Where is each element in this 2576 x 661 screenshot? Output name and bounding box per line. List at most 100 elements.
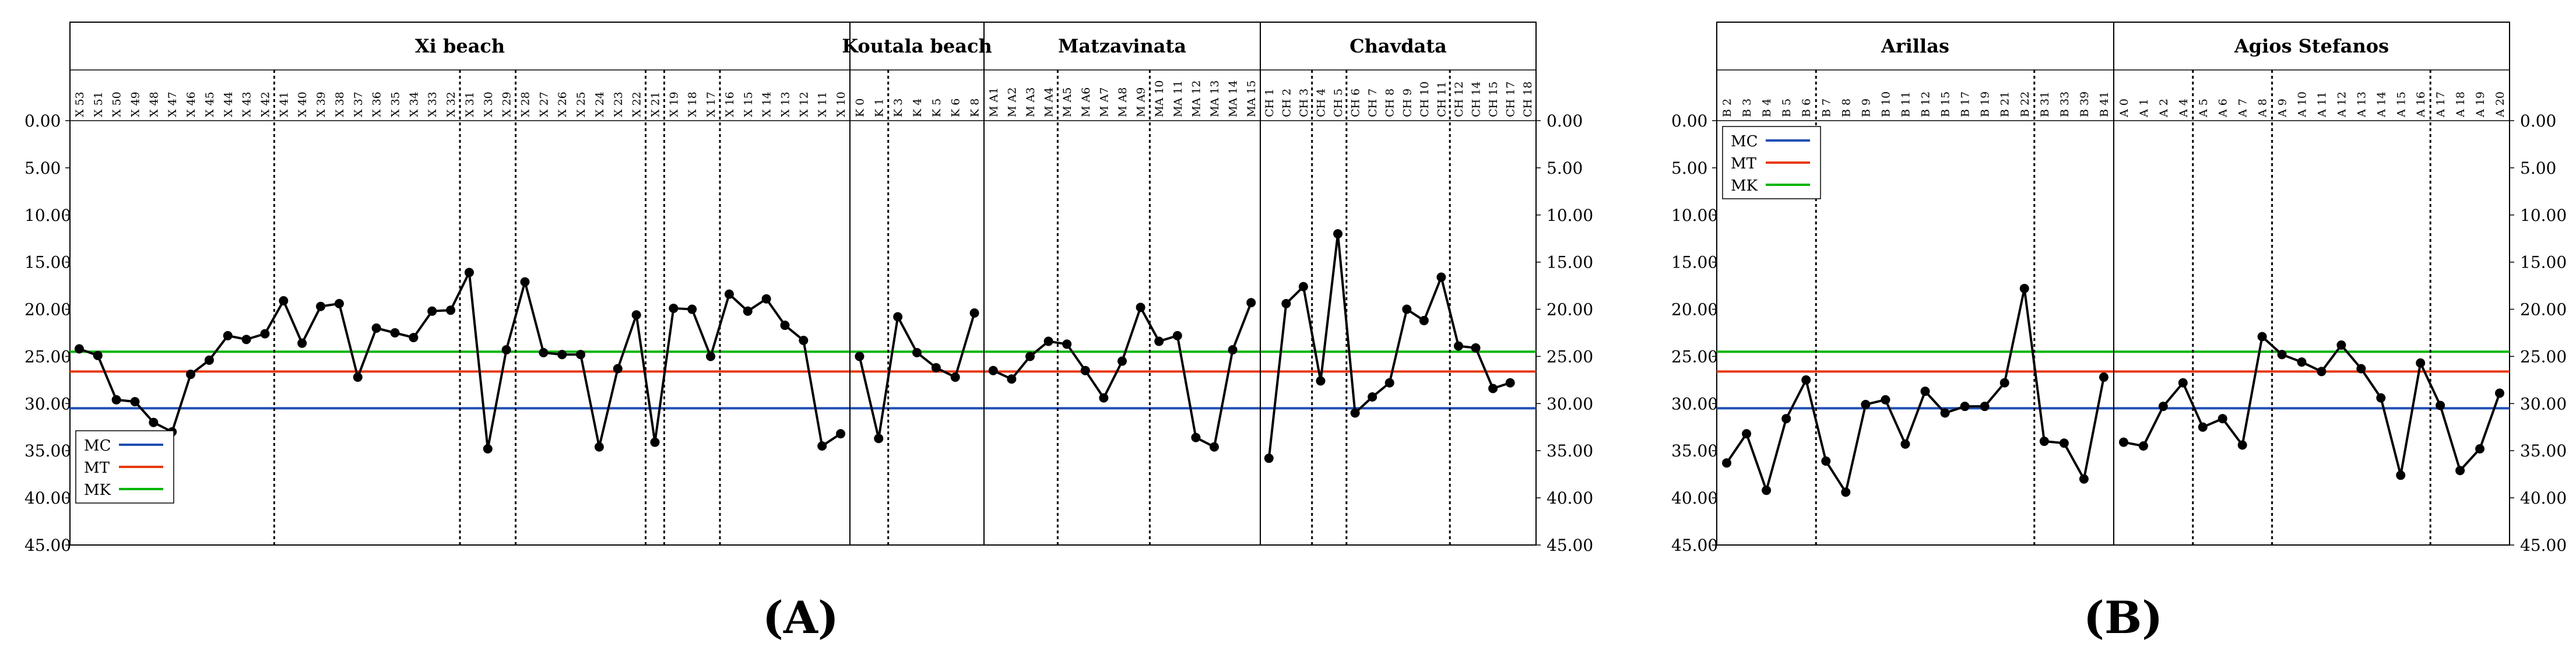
panel-b-ytick-label-left: 25.00: [1671, 347, 1718, 366]
panel-a-ytick-label-right: 40.00: [1547, 488, 1593, 508]
panel-a-group-chavdata-point: [1453, 341, 1463, 351]
panel-a-group-koutala-beach-point: [874, 434, 884, 444]
panel-a-group-matzavinata-point: [1043, 336, 1053, 346]
panel-a-group-xi-beach-category-label: X 16: [723, 92, 736, 117]
panel-b-group-arillas-category-label: B 3: [1741, 99, 1753, 117]
panel-a-group-koutala-beach-point: [912, 347, 922, 357]
panel-a-group-chavdata-point: [1471, 343, 1481, 353]
panel-a-group-xi-beach-category-label: X 24: [593, 92, 606, 117]
panel-b-ytick-label-right: 5.00: [2520, 159, 2556, 178]
panel-b-group-agios-stefanos-point: [2436, 400, 2445, 410]
panel-a-ytick-label-right: 0.00: [1547, 111, 1583, 131]
panel-a-group-koutala-beach-category-label: K 5: [930, 99, 943, 117]
panel-a-group-xi-beach-point: [316, 301, 326, 311]
panel-a-group-chavdata: Chavdata CH 1 CH 2 CH 3 CH 4 CH 5 CH 6 CH 7 CH 8…: [1260, 22, 1534, 545]
panel-b-group-arillas-point: [2019, 283, 2029, 293]
panel-b-group-agios-stefanos-category-label: A 19: [2474, 92, 2487, 118]
panel-a-frame: [69, 22, 1537, 546]
panel-a-group-koutala-beach-category-label: K 6: [950, 99, 962, 117]
panel-a-group-xi-beach-category-label: X 48: [147, 92, 160, 117]
panel-a-group-xi-beach-category-label: X 38: [333, 92, 346, 117]
panel-a-group-xi-beach-category-label: X 25: [575, 92, 588, 117]
panel-b-group-agios-stefanos-point: [2237, 440, 2247, 450]
panel-a-group-xi-beach-point: [836, 429, 846, 439]
panel-b-group-arillas: Arillas B 2 B 3 B 4 B 5 B 6 B 7 B 8 B 9 B 10 B 11 B…: [1721, 35, 2111, 545]
panel-a-group-koutala-beach-category-label: K 8: [969, 99, 982, 117]
panel-a-group-xi-beach-category-label: X 30: [482, 92, 495, 117]
panel-b-group-agios-stefanos-point: [2396, 470, 2406, 480]
panel-a-group-xi-beach-category-label: X 51: [92, 92, 105, 117]
panel-b-chart: 0.00 0.00 5.00 5.00 10.00 10.00 15.00 15.00 20.0…: [1671, 22, 2567, 555]
panel-a-group-xi-beach-category-label: X 21: [649, 92, 662, 117]
panel-a-group-xi-beach-point: [631, 310, 641, 320]
panel-a-ytick-label-right: 30.00: [1547, 394, 1593, 413]
panel-a-group-xi-beach-category-label: X 12: [797, 92, 810, 117]
panel-b-group-arillas-point: [1801, 375, 1811, 385]
panel-b-group-arillas-category-label: B 21: [1999, 92, 2012, 117]
panel-a-group-chavdata-category-label: CH 14: [1470, 82, 1483, 117]
panel-a-group-xi-beach-category-label: X 13: [779, 92, 792, 117]
panel-b-group-agios-stefanos-category-label: A 18: [2454, 92, 2467, 118]
panel-b-group-agios-stefanos-point: [2297, 357, 2307, 367]
panel-a-group-xi-beach-category-label: X 47: [166, 92, 179, 117]
panel-b-ytick-label-left: 35.00: [1671, 441, 1718, 460]
panel-b-group-arillas-category-label: B 11: [1899, 92, 1912, 117]
panel-a-group-xi-beach-point: [353, 372, 363, 382]
panel-b-group-arillas-point: [2099, 372, 2108, 382]
panel-b-group-arillas-point: [1980, 402, 1990, 412]
panel-b-group-agios-stefanos-point: [2376, 393, 2386, 403]
panel-a-group-xi-beach-category-label: X 11: [816, 92, 829, 117]
panel-a-group-xi-beach-point: [409, 333, 419, 343]
panel-b-group-arillas-point: [1861, 399, 1871, 409]
panel-b-group-arillas-point: [1881, 395, 1890, 405]
panel-a-group-matzavinata-point: [1025, 351, 1035, 361]
panel-b-group-agios-stefanos-point: [2217, 414, 2227, 424]
panel-a-group-xi-beach-point: [111, 395, 121, 405]
panel-a-group-xi-beach-category-label: X 23: [612, 92, 625, 117]
panel-a-group-xi-beach-point: [371, 323, 381, 333]
panel-b-group-agios-stefanos-category-label: A 14: [2375, 92, 2388, 118]
panel-a-group-koutala-beach-title: Koutala beach: [842, 35, 992, 57]
panel-b-group-agios-stefanos-category-label: A 1: [2138, 99, 2150, 118]
panel-a-group-koutala-beach-category-label: K 4: [911, 99, 924, 117]
panel-a-group-matzavinata-category-label: MA 10: [1153, 80, 1166, 117]
panel-b-group-agios-stefanos-category-label: A 2: [2157, 99, 2170, 118]
panel-b-ytick-label-left: 45.00: [1671, 536, 1718, 555]
panel-a-group-matzavinata-category-label: M A8: [1116, 87, 1129, 117]
panel-b-group-arillas-point: [2039, 437, 2049, 446]
panel-b-group-agios-stefanos-category-label: A 13: [2355, 92, 2368, 118]
panel-a-group-chavdata-point: [1505, 378, 1515, 388]
panel-a-group-xi-beach-category-label: X 31: [463, 92, 476, 117]
panel-a-ytick-label-right: 35.00: [1547, 441, 1593, 460]
panel-a-group-xi-beach-category-label: X 46: [185, 92, 198, 117]
panel-a-group-chavdata-point: [1384, 378, 1394, 388]
panel-a-group-chavdata-point: [1402, 304, 1412, 314]
panel-a-group-xi-beach-category-label: X 50: [111, 92, 124, 117]
panel-b-ytick-label-left: 40.00: [1671, 488, 1718, 508]
panel-b-group-agios-stefanos-category-label: A 8: [2257, 99, 2269, 118]
panel-a-group-xi-beach-point: [780, 321, 790, 331]
panel-b-ytick-label-left: 15.00: [1671, 253, 1718, 272]
panel-b-ytick-label-left: 5.00: [1671, 159, 1707, 178]
panel-a-ytick-label-left: 40.00: [24, 488, 71, 508]
panel-a-group-xi-beach-point: [93, 350, 103, 360]
panel-b-group-agios-stefanos-category-label: A 7: [2237, 99, 2250, 118]
panel-a-group-matzavinata-point: [1099, 393, 1109, 403]
panel-b-group-agios-stefanos-point: [2138, 441, 2148, 451]
panel-b-group-arillas-category-label: B 31: [2039, 92, 2051, 117]
panel-b-ytick-label-right: 20.00: [2520, 300, 2567, 319]
panel-b-group-agios-stefanos-title: Agios Stefanos: [2234, 35, 2389, 57]
panel-a-group-chavdata-point: [1333, 229, 1343, 239]
panel-b-group-arillas-point: [1920, 386, 1930, 396]
panel-a-group-xi-beach-category-label: X 45: [203, 92, 216, 117]
panel-b-group-agios-stefanos-category-label: A 5: [2197, 99, 2210, 118]
panel-b-group-agios-stefanos-category-label: A 4: [2177, 99, 2190, 118]
panel-a-ytick-label-right: 45.00: [1547, 536, 1593, 555]
panel-a-group-xi-beach-category-label: X 41: [277, 92, 290, 117]
panel-a-group-matzavinata-category-label: M A6: [1080, 87, 1092, 117]
panel-a-legend-label-mc: MC: [84, 437, 111, 455]
panel-b-ytick-label-right: 0.00: [2520, 111, 2556, 131]
panel-a-group-matzavinata-category-label: MA 11: [1172, 80, 1185, 117]
panel-b-group-arillas-category-label: B 12: [1920, 92, 1932, 117]
panel-a-legend: MC MT MK: [75, 430, 174, 504]
